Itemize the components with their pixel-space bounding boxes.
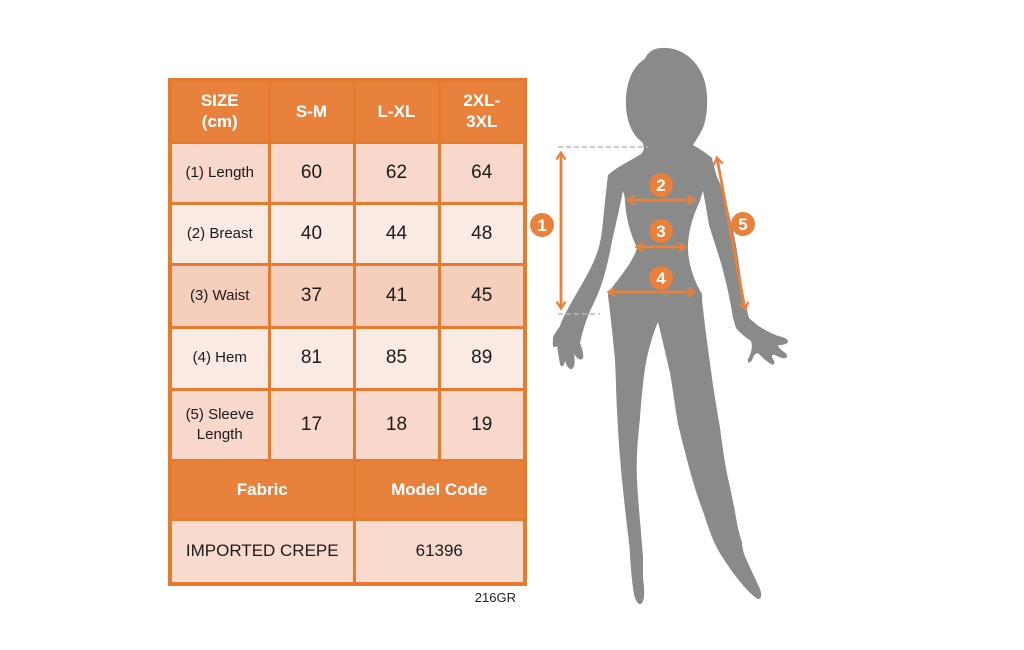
- column-header-size-cm: SIZE (cm): [168, 78, 271, 144]
- marker-4-number: 4: [656, 269, 666, 288]
- measurement-marker-3: 3: [649, 219, 673, 243]
- weight-note: 216GR: [474, 590, 516, 605]
- waist-lxl-value: 41: [352, 262, 441, 329]
- marker-3-circle: [649, 219, 673, 243]
- footer-value-row: IMPORTED CREPE 61396: [168, 517, 527, 586]
- measurement-marker-5: 5: [731, 212, 755, 236]
- table-row-waist: (3) Waist 37 41 45: [168, 262, 527, 329]
- length-sm-value: 60: [267, 140, 356, 205]
- column-header-l-xl: L-XL: [352, 78, 441, 144]
- table-row-length: (1) Length 60 62 64: [168, 140, 527, 205]
- measurement-marker-4: 4: [649, 266, 673, 290]
- waist-2xl3xl-value: 45: [437, 262, 527, 329]
- row-label-waist: (3) Waist: [168, 262, 271, 329]
- hem-lxl-value: 85: [352, 325, 441, 391]
- marker-5-number: 5: [738, 215, 747, 234]
- sleeve-sm-value: 17: [267, 387, 356, 462]
- sleeve-2xl3xl-value: 19: [437, 387, 527, 462]
- measurement-marker-1: 1: [530, 213, 554, 237]
- table-row-hem: (4) Hem 81 85 89: [168, 325, 527, 391]
- hem-sm-value: 81: [267, 325, 356, 391]
- waist-sm-value: 37: [267, 262, 356, 329]
- sleeve-arrow: [712, 155, 750, 312]
- marker-2-number: 2: [656, 176, 665, 195]
- marker-1-circle: [530, 213, 554, 237]
- model-code-header: Model Code: [352, 458, 527, 521]
- marker-2-circle: [649, 173, 673, 197]
- marker-1-number: 1: [537, 216, 546, 235]
- sleeve-lxl-value: 18: [352, 387, 441, 462]
- header-row: SIZE (cm) S-M L-XL 2XL-3XL: [168, 78, 527, 144]
- model-code-value: 61396: [352, 517, 527, 586]
- length-lxl-value: 62: [352, 140, 441, 205]
- row-label-hem: (4) Hem: [168, 325, 271, 391]
- woman-silhouette: [552, 47, 788, 605]
- row-label-breast: (2) Breast: [168, 201, 271, 266]
- measurement-marker-2: 2: [649, 173, 673, 197]
- column-header-2xl-3xl: 2XL-3XL: [437, 78, 527, 144]
- body-measurement-figure: 1 2 3 4 5: [530, 47, 788, 605]
- marker-3-number: 3: [656, 222, 665, 241]
- breast-2xl3xl-value: 48: [437, 201, 527, 266]
- row-label-sleeve-length: (5) Sleeve Length: [168, 387, 271, 462]
- table-row-breast: (2) Breast 40 44 48: [168, 201, 527, 266]
- row-label-length: (1) Length: [168, 140, 271, 205]
- size-chart-table: SIZE (cm) S-M L-XL 2XL-3XL (1) Length 60…: [168, 78, 527, 586]
- hem-2xl3xl-value: 89: [437, 325, 527, 391]
- column-header-s-m: S-M: [267, 78, 356, 144]
- fabric-value: IMPORTED CREPE: [168, 517, 356, 586]
- breast-lxl-value: 44: [352, 201, 441, 266]
- marker-4-circle: [649, 266, 673, 290]
- marker-5-circle: [731, 212, 755, 236]
- breast-sm-value: 40: [267, 201, 356, 266]
- footer-header-row: Fabric Model Code: [168, 458, 527, 521]
- fabric-header: Fabric: [168, 458, 356, 521]
- table-row-sleeve-length: (5) Sleeve Length 17 18 19: [168, 387, 527, 462]
- length-2xl3xl-value: 64: [437, 140, 527, 205]
